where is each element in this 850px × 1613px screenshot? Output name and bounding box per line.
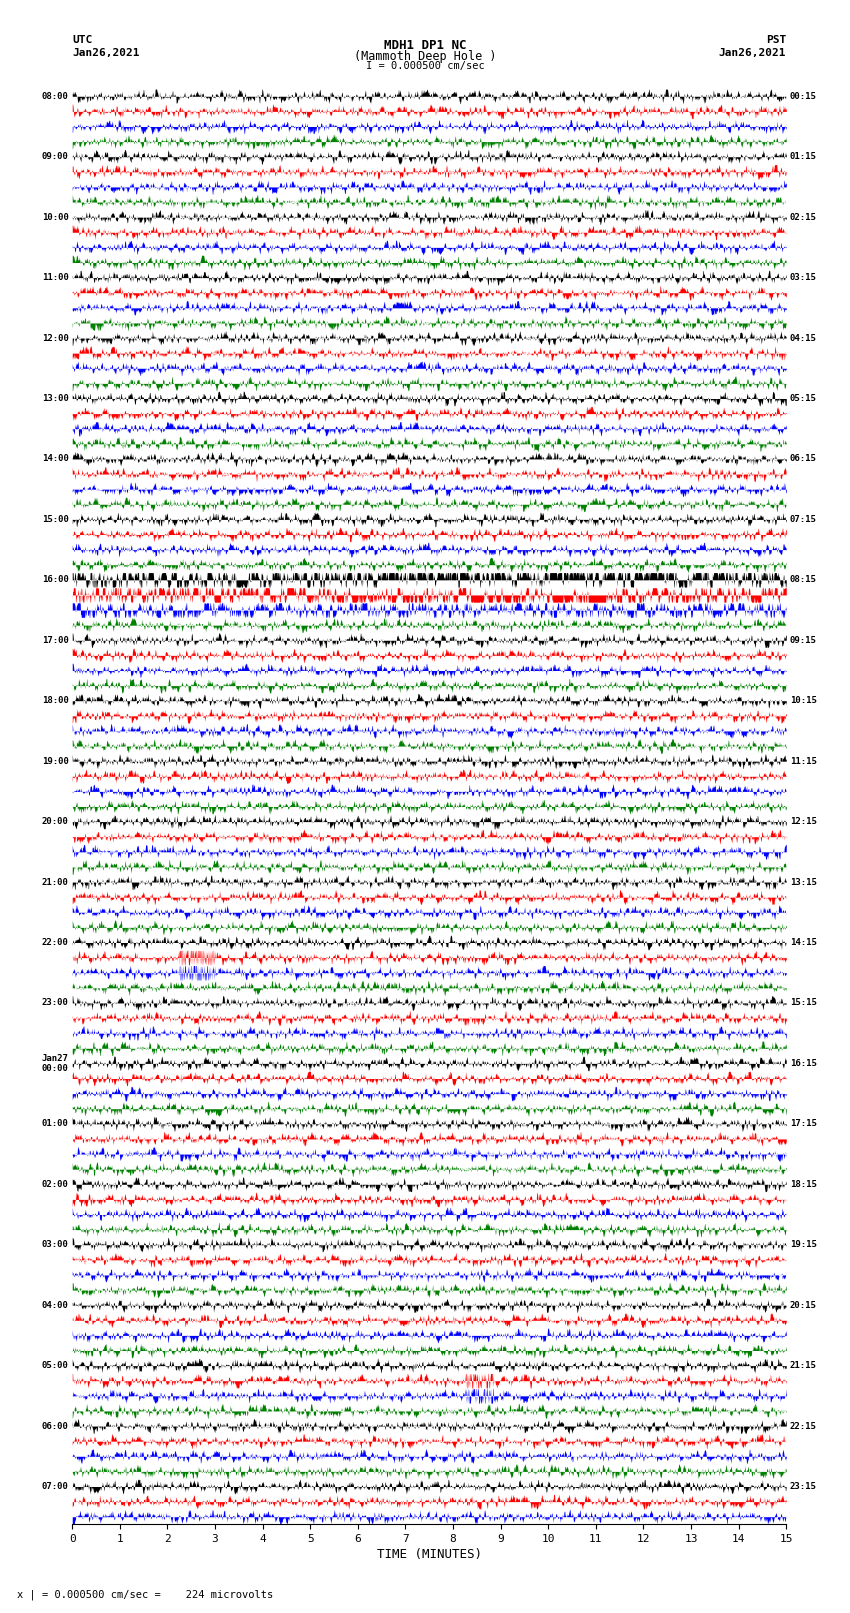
Text: 15:00: 15:00: [42, 515, 69, 524]
Text: 07:00: 07:00: [42, 1482, 69, 1490]
Text: x | = 0.000500 cm/sec =    224 microvolts: x | = 0.000500 cm/sec = 224 microvolts: [17, 1589, 273, 1600]
Text: 23:15: 23:15: [790, 1482, 817, 1490]
Text: 01:15: 01:15: [790, 152, 817, 161]
Text: I = 0.000500 cm/sec: I = 0.000500 cm/sec: [366, 61, 484, 71]
Text: 13:00: 13:00: [42, 394, 69, 403]
Text: 06:00: 06:00: [42, 1421, 69, 1431]
Text: 02:15: 02:15: [790, 213, 817, 221]
Text: 12:00: 12:00: [42, 334, 69, 342]
Text: 21:00: 21:00: [42, 877, 69, 887]
Text: 09:00: 09:00: [42, 152, 69, 161]
Text: 01:00: 01:00: [42, 1119, 69, 1129]
Text: 12:15: 12:15: [790, 818, 817, 826]
Text: 14:00: 14:00: [42, 455, 69, 463]
Text: 18:15: 18:15: [790, 1179, 817, 1189]
Text: 16:00: 16:00: [42, 576, 69, 584]
Text: 11:15: 11:15: [790, 756, 817, 766]
Text: 22:00: 22:00: [42, 939, 69, 947]
Text: 19:15: 19:15: [790, 1240, 817, 1248]
Text: 22:15: 22:15: [790, 1421, 817, 1431]
Text: 04:15: 04:15: [790, 334, 817, 342]
Text: PST: PST: [766, 35, 786, 45]
Text: 13:15: 13:15: [790, 877, 817, 887]
Text: 20:00: 20:00: [42, 818, 69, 826]
Text: UTC: UTC: [72, 35, 93, 45]
Text: Jan27
00:00: Jan27 00:00: [42, 1053, 69, 1073]
Text: MDH1 DP1 NC: MDH1 DP1 NC: [383, 39, 467, 52]
Text: Jan26,2021: Jan26,2021: [719, 48, 786, 58]
Text: 00:15: 00:15: [790, 92, 817, 100]
Text: 06:15: 06:15: [790, 455, 817, 463]
Text: 05:15: 05:15: [790, 394, 817, 403]
Text: 03:15: 03:15: [790, 273, 817, 282]
Text: 04:00: 04:00: [42, 1300, 69, 1310]
Text: 21:15: 21:15: [790, 1361, 817, 1369]
Text: 18:00: 18:00: [42, 697, 69, 705]
Text: 10:15: 10:15: [790, 697, 817, 705]
Text: 05:00: 05:00: [42, 1361, 69, 1369]
X-axis label: TIME (MINUTES): TIME (MINUTES): [377, 1548, 482, 1561]
Text: 09:15: 09:15: [790, 636, 817, 645]
Text: Jan26,2021: Jan26,2021: [72, 48, 139, 58]
Text: 08:15: 08:15: [790, 576, 817, 584]
Text: 02:00: 02:00: [42, 1179, 69, 1189]
Text: 14:15: 14:15: [790, 939, 817, 947]
Text: 17:15: 17:15: [790, 1119, 817, 1129]
Text: 20:15: 20:15: [790, 1300, 817, 1310]
Text: 16:15: 16:15: [790, 1058, 817, 1068]
Text: 19:00: 19:00: [42, 756, 69, 766]
Text: 03:00: 03:00: [42, 1240, 69, 1248]
Text: 10:00: 10:00: [42, 213, 69, 221]
Text: 17:00: 17:00: [42, 636, 69, 645]
Text: 08:00: 08:00: [42, 92, 69, 100]
Text: 07:15: 07:15: [790, 515, 817, 524]
Text: 15:15: 15:15: [790, 998, 817, 1008]
Text: (Mammoth Deep Hole ): (Mammoth Deep Hole ): [354, 50, 496, 63]
Text: 11:00: 11:00: [42, 273, 69, 282]
Text: 23:00: 23:00: [42, 998, 69, 1008]
